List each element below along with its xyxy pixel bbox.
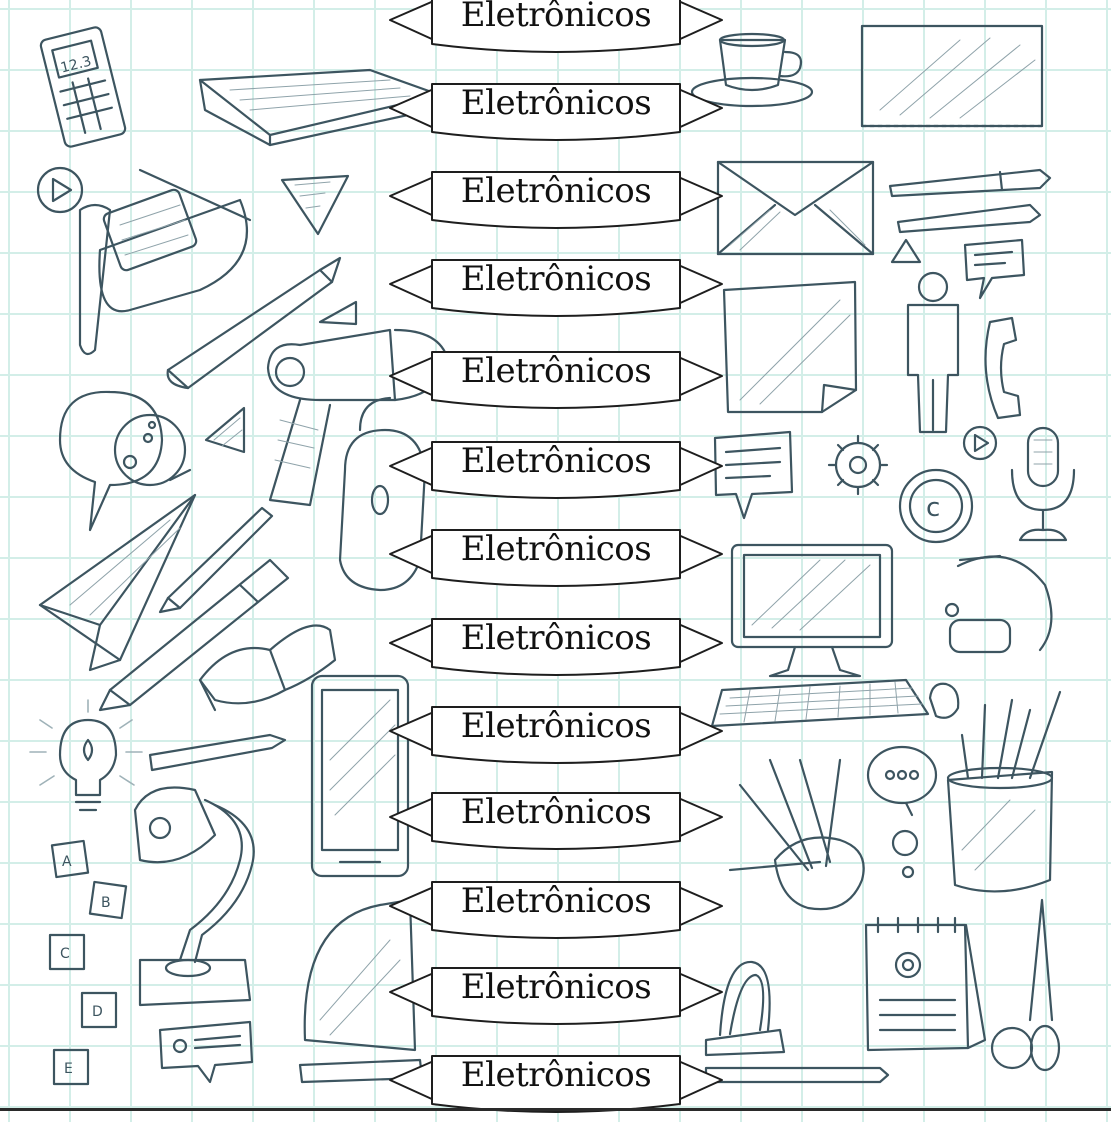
ribbon-banner: Eletrônicos [388,242,724,326]
pencil-cup-icon [728,758,865,911]
paper-plane-icon [38,493,197,672]
ribbon-banner: Eletrônicos [388,424,724,508]
phone-handset-icon [984,316,1022,420]
banner-label: Eletrônicos [460,618,652,658]
ribbon-banner: Eletrônicos [388,66,724,150]
glasses-icon [198,624,337,712]
banner-label: Eletrônicos [460,881,652,921]
triangle-icon [204,406,246,454]
ribbon-banner: Eletrônicos [388,950,724,1034]
binder-clip-icon [704,960,786,1057]
chat-bubble-icon [58,390,192,532]
ribbon-banner: Eletrônicos [388,864,724,948]
bubble-dots [891,829,919,879]
banner-label: Eletrônicos [460,83,652,123]
keyboard-icon [710,678,960,728]
ribbon-banner: Eletrônicos [388,689,724,773]
banner-stack: Eletrônicos Eletrônicos Eletrônicos Elet… [388,0,724,1118]
chat-bubble-icon [866,745,938,817]
letter-block-a: A [62,854,72,870]
triangle-icon [280,174,350,236]
envelope-icon [716,160,875,256]
ribbon-banner: Eletrônicos [388,154,724,238]
pencil-icon [896,203,1042,234]
banner-label: Eletrônicos [460,0,652,35]
play-button-icon [36,166,84,214]
banner-label: Eletrônicos [460,1055,652,1095]
letter-block-d: D [92,1004,103,1020]
ribbon-banner: Eletrônicos [388,334,724,418]
tablet-icon [310,674,410,878]
ribbon-banner: Eletrônicos [388,1038,724,1122]
copyright-symbol: c [926,493,940,523]
headset-icon [944,554,1053,654]
banner-label: Eletrônicos [460,171,652,211]
ribbon-banner: Eletrônicos [388,512,724,596]
pencil-icon [704,1066,890,1084]
calculator-display-text: 12.3 [59,53,93,76]
letter-block-icon: D [80,991,118,1029]
banner-label: Eletrônicos [460,351,652,391]
copyright-icon: c [898,468,974,544]
person-icon [906,271,960,434]
lightbulb-icon [29,699,143,812]
banner-label: Eletrônicos [460,706,652,746]
pencil-icon [158,506,274,614]
calculator-icon: 12.3 [39,26,127,148]
microphone-icon [1010,426,1076,542]
gear-icon [827,434,889,496]
chat-bubble-icon [963,238,1026,300]
letter-block-icon: E [52,1048,90,1086]
ribbon-banner: Eletrônicos [388,0,724,62]
chat-bubble-icon [713,430,794,520]
coffee-cup-icon [690,32,814,108]
letter-block-icon: C [48,933,86,971]
bottom-border [0,1108,1111,1111]
fountain-pen-icon [888,168,1052,198]
pencil-cup-icon [946,690,1062,893]
banner-label: Eletrônicos [460,441,652,481]
pencil-icon [148,733,287,772]
ribbon-banner: Eletrônicos [388,601,724,685]
pencil-icon [98,558,290,712]
banner-label: Eletrônicos [460,259,652,299]
banner-label: Eletrônicos [460,792,652,832]
chat-bubble-icon [158,1020,254,1084]
banner-label: Eletrônicos [460,967,652,1007]
play-button-icon [962,425,998,461]
bag-icon [303,898,417,1052]
scissors-icon [990,898,1061,1072]
banner-label: Eletrônicos [460,529,652,569]
letter-block-c: C [60,946,70,962]
sticky-note-icon [722,280,858,414]
triangle-icon [318,300,358,326]
calendar-icon [864,916,987,1052]
pencil-icon [166,256,342,390]
letter-block-icon: A [50,839,90,879]
ribbon-banner: Eletrônicos [388,775,724,859]
letter-block-e: E [64,1061,73,1077]
notepad-icon [860,24,1044,128]
glasses-icon [78,168,252,356]
desk-lamp-icon [133,786,255,1007]
triangle-icon [890,238,922,264]
letter-block-icon: B [88,880,128,920]
letter-block-b: B [101,895,111,911]
monitor-icon [730,543,894,678]
